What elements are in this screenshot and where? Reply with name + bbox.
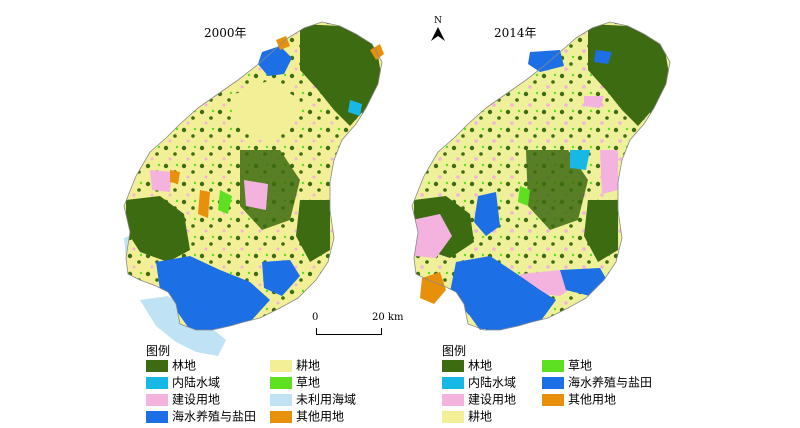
legend-swatch	[542, 376, 564, 389]
legend-swatch	[542, 393, 564, 406]
legend-swatch	[442, 359, 464, 372]
legend-swatch	[146, 376, 168, 389]
scale-bar-line	[316, 328, 382, 335]
legend-item: 林地	[146, 358, 196, 373]
legend-swatch	[270, 359, 292, 372]
legend-swatch	[270, 410, 292, 423]
legend-swatch	[442, 376, 464, 389]
scale-bar-start: 0	[312, 312, 319, 323]
legend-item: 其他用地	[542, 392, 616, 407]
legend-title: 图例	[442, 344, 467, 358]
legend-title: 图例	[146, 344, 171, 358]
legend-item: 建设用地	[442, 392, 516, 407]
legend-swatch	[542, 359, 564, 372]
scale-bar-end: 20 km	[372, 312, 404, 323]
legend-swatch	[146, 359, 168, 372]
legend-item: 海水养殖与盐田	[542, 375, 652, 390]
legend-item: 草地	[542, 358, 592, 373]
map-2000	[123, 21, 384, 356]
legend-item: 耕地	[442, 409, 492, 424]
legend-swatch	[270, 393, 292, 406]
legend-item: 内陆水域	[146, 375, 220, 390]
map-2014	[411, 21, 671, 331]
legend-item: 林地	[442, 358, 492, 373]
north-arrow-icon	[431, 27, 445, 41]
map-title-2014: 2014年	[494, 26, 537, 40]
legend-item: 草地	[270, 375, 320, 390]
legend-item: 耕地	[270, 358, 320, 373]
legend-swatch	[442, 410, 464, 423]
legend-swatch	[442, 393, 464, 406]
legend-item: 未利用海域	[270, 392, 356, 407]
legend-item: 其他用地	[270, 409, 344, 424]
north-arrow: N	[430, 16, 446, 45]
legend-item: 建设用地	[146, 392, 220, 407]
legend-item: 内陆水域	[442, 375, 516, 390]
legend-swatch	[270, 376, 292, 389]
legend-swatch	[146, 410, 168, 423]
legend-swatch	[146, 393, 168, 406]
map-title-2000: 2000年	[204, 26, 247, 40]
north-arrow-label: N	[434, 16, 442, 26]
legend-item: 海水养殖与盐田	[146, 409, 256, 424]
